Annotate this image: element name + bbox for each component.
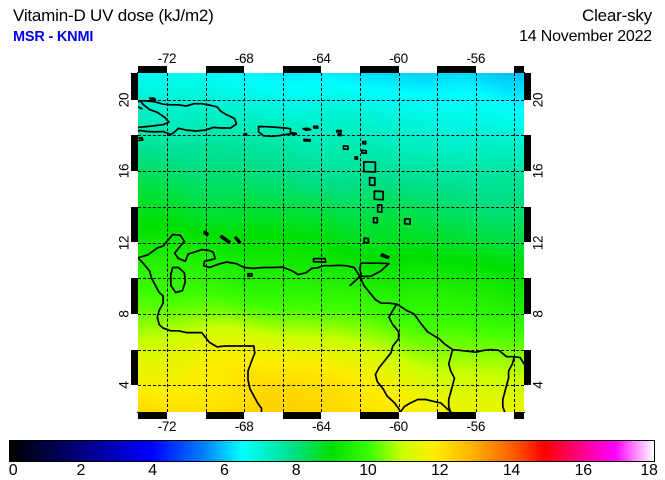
colorbar-tick-16: 16 xyxy=(574,462,593,479)
axis-tick-segment xyxy=(205,412,245,419)
axis-tick-segment xyxy=(359,412,399,419)
axis-bottom-ticks xyxy=(138,412,524,419)
axis-tick-segment xyxy=(131,206,138,243)
tick-label-lat-16: 16 xyxy=(116,163,132,179)
tick-label-lon--60: -60 xyxy=(389,51,408,66)
axis-tick-segment xyxy=(205,66,245,73)
tick-label-lat-12: 12 xyxy=(530,235,546,250)
axis-left-ticks xyxy=(131,73,138,412)
axis-tick-segment xyxy=(514,66,524,73)
colorbar-tick-6: 6 xyxy=(220,462,229,479)
date-label: 14 November 2022 xyxy=(519,28,652,45)
axis-tick-segment xyxy=(524,73,531,100)
uv-dose-map xyxy=(138,73,524,412)
tick-label-lon--56: -56 xyxy=(466,51,486,66)
colorbar-tick-8: 8 xyxy=(291,462,301,479)
tick-label-lon--72: -72 xyxy=(157,419,177,434)
colorbar-gradient xyxy=(10,441,654,461)
colorbar-tick-labels: 0 2 4 6 8 10 12 14 16 18 xyxy=(0,462,665,480)
axis-tick-segment xyxy=(524,206,531,243)
tick-label-lat-4: 4 xyxy=(116,381,132,389)
colorbar-tick-0: 0 xyxy=(8,462,18,479)
axis-tick-segment xyxy=(138,66,167,73)
tick-label-lon--64: -64 xyxy=(312,51,331,66)
axis-tick-segment xyxy=(138,412,167,419)
tick-label-lon--68: -68 xyxy=(234,419,254,434)
tick-label-lat-12: 12 xyxy=(116,235,132,250)
tick-label-lat-4: 4 xyxy=(530,381,546,389)
colorbar-tick-14: 14 xyxy=(502,462,521,479)
colorbar-tick-2: 2 xyxy=(76,462,86,479)
axis-tick-segment xyxy=(359,66,399,73)
colorbar-tick-12: 12 xyxy=(431,462,449,479)
sky-condition-label: Clear-sky xyxy=(582,6,652,25)
tick-label-lon--56: -56 xyxy=(466,419,486,434)
colorbar xyxy=(9,440,655,462)
colorbar-tick-18: 18 xyxy=(640,462,658,479)
axis-tick-segment xyxy=(131,278,138,314)
data-source-label: MSR - KNMI xyxy=(13,29,94,45)
tick-label-lon--60: -60 xyxy=(389,419,408,434)
axis-right-ticks xyxy=(524,73,531,412)
tick-label-lat-8: 8 xyxy=(116,310,132,318)
uv-dose-heatmap-canvas xyxy=(138,73,524,412)
colorbar-tick-4: 4 xyxy=(148,462,157,479)
axis-tick-segment xyxy=(524,349,531,386)
tick-label-lon--64: -64 xyxy=(312,419,331,434)
page-title: Vitamin-D UV dose (kJ/m2) xyxy=(13,6,214,25)
axis-tick-segment xyxy=(524,278,531,314)
tick-label-lat-16: 16 xyxy=(530,163,546,179)
axis-tick-segment xyxy=(131,73,138,100)
axis-tick-segment xyxy=(514,412,524,419)
colorbar-tick-10: 10 xyxy=(359,462,377,479)
axis-tick-segment xyxy=(282,412,322,419)
axis-top-ticks xyxy=(138,66,524,73)
axis-tick-segment xyxy=(437,66,476,73)
tick-label-lat-8: 8 xyxy=(530,310,546,318)
axis-tick-segment xyxy=(131,349,138,386)
uv-dose-field xyxy=(138,73,524,412)
axis-tick-segment xyxy=(131,135,138,172)
tick-label-lat-20: 20 xyxy=(116,92,132,107)
axis-tick-segment xyxy=(282,66,322,73)
tick-label-lat-20: 20 xyxy=(530,92,546,107)
axis-tick-segment xyxy=(437,412,476,419)
tick-label-lon--68: -68 xyxy=(234,51,254,66)
axis-tick-segment xyxy=(524,135,531,172)
tick-label-lon--72: -72 xyxy=(157,51,177,66)
